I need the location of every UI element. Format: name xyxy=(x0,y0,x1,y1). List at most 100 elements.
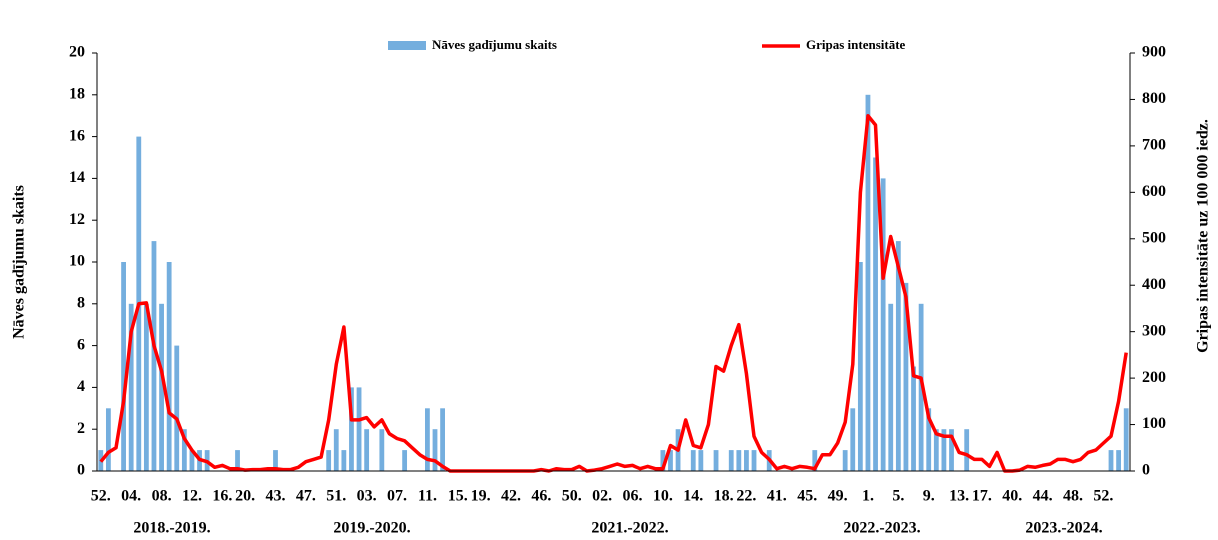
bar xyxy=(888,303,894,471)
bar xyxy=(1108,450,1114,471)
x-tick-label: 46. xyxy=(531,488,551,505)
bar xyxy=(949,429,954,471)
legend-swatch xyxy=(388,41,426,50)
x-tick-label: 52. xyxy=(91,488,111,505)
x-tick-label: 48. xyxy=(1063,488,1083,505)
bar xyxy=(903,282,909,471)
x-tick-label: 19. xyxy=(471,488,491,505)
y2-tick-label: 500 xyxy=(1142,229,1166,246)
bar xyxy=(728,450,734,471)
x-tick-label: 16. xyxy=(212,488,232,505)
bar xyxy=(713,450,719,471)
bar xyxy=(364,429,370,471)
bar xyxy=(850,408,856,471)
bar xyxy=(425,408,430,471)
line xyxy=(99,113,1128,473)
bar xyxy=(964,429,970,471)
legend-label: Nāves gadījumu skaits xyxy=(432,37,557,52)
y2-tick-label: 600 xyxy=(1142,183,1166,200)
x-tick-label: 07. xyxy=(387,488,407,505)
bar xyxy=(668,450,673,471)
bar xyxy=(751,450,757,471)
x-tick-label: 22. xyxy=(736,488,756,505)
y2-tick-label: 400 xyxy=(1142,276,1166,293)
bar xyxy=(1116,450,1122,471)
bar xyxy=(857,262,863,471)
x-tick-label: 1. xyxy=(862,488,874,505)
bar xyxy=(341,450,347,471)
y-tick-label: 14 xyxy=(69,169,85,186)
y-tick-label: 2 xyxy=(77,420,85,437)
bar xyxy=(880,178,886,471)
y2-tick-label: 100 xyxy=(1142,415,1166,432)
season-label: 2021.-2022. xyxy=(591,520,668,537)
bar xyxy=(105,408,111,471)
bar xyxy=(326,450,332,471)
bar xyxy=(128,303,134,471)
x-tick-label: 10. xyxy=(653,488,673,505)
bar xyxy=(356,387,362,471)
bar xyxy=(690,450,696,471)
bar xyxy=(159,303,164,471)
x-tick-label: 17. xyxy=(972,488,992,505)
bar xyxy=(895,241,901,471)
x-tick-label: 11. xyxy=(418,488,437,505)
x-tick-label: 08. xyxy=(152,488,172,505)
x-tick-label: 45. xyxy=(797,488,817,505)
y-tick-label: 8 xyxy=(77,294,85,311)
bar xyxy=(181,429,187,471)
y2-tick-label: 200 xyxy=(1142,369,1166,386)
x-tick-label: 42. xyxy=(501,488,521,505)
bar xyxy=(189,450,195,471)
y-tick-label: 12 xyxy=(69,211,85,228)
y2-tick-label: 800 xyxy=(1142,90,1166,107)
y2-tick-label: 900 xyxy=(1142,44,1166,61)
y2-tick-label: 0 xyxy=(1142,462,1150,479)
bar xyxy=(698,450,704,471)
season-label: 2023.-2024. xyxy=(1025,520,1102,537)
y-tick-label: 0 xyxy=(77,462,85,479)
y-tick-label: 4 xyxy=(77,378,85,395)
x-tick-label: 5. xyxy=(892,488,904,505)
x-tick-label: 51. xyxy=(326,488,346,505)
bar xyxy=(273,450,278,471)
bar xyxy=(744,450,749,471)
bar xyxy=(933,429,939,471)
y-tick-label: 16 xyxy=(69,127,85,144)
bar xyxy=(235,450,240,471)
x-tick-label: 49. xyxy=(828,488,848,505)
season-label: 2018.-2019. xyxy=(133,520,210,537)
bar xyxy=(660,450,666,471)
x-tick-label: 03. xyxy=(357,488,377,505)
bar xyxy=(842,450,848,471)
y-axis-title: Nāves gadījumu skaits xyxy=(11,185,28,339)
bar xyxy=(812,450,818,471)
x-tick-label: 50. xyxy=(562,488,582,505)
x-tick-label: 44. xyxy=(1033,488,1053,505)
bar xyxy=(432,429,438,471)
x-tick-label: 04. xyxy=(121,488,141,505)
x-tick-label: 40. xyxy=(1002,488,1022,505)
y-tick-label: 6 xyxy=(77,336,85,353)
bar xyxy=(440,408,445,471)
y2-tick-label: 700 xyxy=(1142,137,1166,154)
bar xyxy=(121,262,126,471)
x-tick-label: 20. xyxy=(235,488,255,505)
x-tick-label: 47. xyxy=(296,488,316,505)
bar xyxy=(911,366,916,471)
bar xyxy=(1123,408,1129,471)
x-tick-label: 15. xyxy=(448,488,468,505)
x-tick-label: 41. xyxy=(767,488,787,505)
x-tick-label: 18. xyxy=(714,488,734,505)
y-tick-label: 18 xyxy=(69,85,85,102)
x-tick-label: 9. xyxy=(923,488,935,505)
x-tick-label: 02. xyxy=(592,488,612,505)
bar xyxy=(174,345,180,471)
legend-label: Gripas intensitāte xyxy=(806,37,906,52)
y-tick-label: 10 xyxy=(69,253,85,270)
bar xyxy=(143,303,149,471)
x-tick-label: 14. xyxy=(683,488,703,505)
bar xyxy=(166,262,172,471)
bar xyxy=(349,387,354,471)
